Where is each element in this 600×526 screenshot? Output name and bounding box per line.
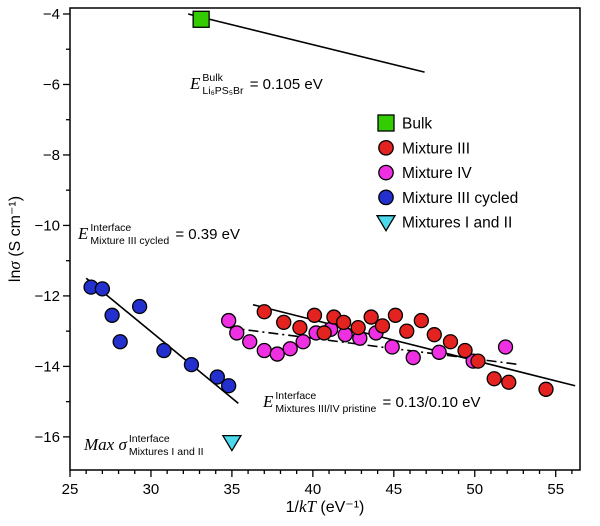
max-sigma-mixtures-i-ii: Max σ Interface Mixtures I and II xyxy=(84,433,206,459)
legend-label-mixture-iii-cycled: Mixture III cycled xyxy=(402,190,518,207)
annotation-superscript: Interface xyxy=(90,222,132,234)
data-point-mixture-iii xyxy=(387,307,404,323)
annotation-subscript: Li₆PS₅Br xyxy=(202,85,244,98)
cycled-activation-energy: E Interface Mixture III cycled = 0.39 eV xyxy=(78,222,240,248)
legend-label-mixture-iii: Mixture III xyxy=(402,140,470,157)
fit-line-mixture-iii xyxy=(252,303,576,387)
data-point-mixture-iii xyxy=(486,371,502,387)
annotation-subscript: Mixture III cycled xyxy=(90,235,170,248)
y-axis-title: lnσ (S cm⁻¹) xyxy=(5,196,24,282)
data-point-mixture-iii xyxy=(501,374,517,390)
data-point-mixture-iii xyxy=(442,334,459,350)
legend-label-bulk: Bulk xyxy=(402,116,432,133)
data-point-mixture-iii-cycled xyxy=(94,281,111,297)
data-point-mixture-iii xyxy=(426,327,442,343)
data-point-mixture-iv xyxy=(384,339,400,355)
data-point-mixture-iv xyxy=(269,346,285,362)
x-tick-label: 25 xyxy=(62,481,79,498)
x-axis-title: 1/kT (eV⁻¹) xyxy=(286,497,365,516)
data-point-mixture-iii xyxy=(363,309,379,325)
annotation-symbol: E xyxy=(263,392,274,412)
annotation-subscript: Mixtures III/IV pristine xyxy=(275,403,377,416)
x-tick-label: 35 xyxy=(224,481,241,498)
mixture-iii-cycled-legend-marker-icon xyxy=(378,189,394,206)
x-tick-label: 45 xyxy=(385,481,402,498)
x-tick-label: 40 xyxy=(305,481,322,498)
mixture-iii-legend-marker-icon xyxy=(378,139,394,156)
data-point-mixture-iv xyxy=(405,349,421,366)
fit-line-bulk xyxy=(187,13,425,73)
data-point-mixture-iv xyxy=(221,312,237,329)
bulk-legend-marker-icon xyxy=(377,114,395,132)
data-point-mixture-iv xyxy=(497,339,514,355)
data-point-mixture-iii xyxy=(399,323,415,339)
data-point-mixture-iii xyxy=(292,319,308,336)
plot-frame xyxy=(69,7,581,471)
data-point-mixture-iv xyxy=(229,325,245,341)
data-point-mixture-iv xyxy=(295,334,311,350)
annotation-supsub: Interface Mixtures III/IV pristine xyxy=(275,390,376,416)
data-point-mixture-iv xyxy=(242,334,258,350)
data-point-mixture-iii-cycled xyxy=(183,356,200,373)
mixtures-i-and-ii-legend-marker-icon xyxy=(375,215,397,232)
y-tick-label: −14 xyxy=(35,358,60,375)
data-point-mixture-iii xyxy=(306,307,323,323)
annotation-symbol: Max σ xyxy=(84,435,127,455)
annotation-superscript: Interface xyxy=(128,433,170,445)
annotation-value: = 0.105 eV xyxy=(245,76,323,94)
annotation-supsub: Interface Mixtures I and II xyxy=(129,433,204,459)
annotation-value: = 0.39 eV xyxy=(171,226,240,244)
data-point-mixture-iii xyxy=(457,342,473,359)
data-point-mixture-iii xyxy=(316,325,332,341)
data-point-bulk xyxy=(192,10,210,28)
annotation-supsub: Interface Mixture III cycled xyxy=(90,222,169,248)
y-tick-label: −6 xyxy=(43,76,60,93)
data-point-mixture-iii xyxy=(335,314,352,330)
data-point-mixture-iii-cycled xyxy=(112,334,128,350)
data-point-mixture-iv xyxy=(282,341,298,357)
data-point-mixture-iii xyxy=(538,381,554,397)
y-tick-label: −16 xyxy=(35,429,60,446)
pristine-activation-energy: E Interface Mixtures III/IV pristine = 0.1… xyxy=(263,390,481,416)
annotation-value: = 0.13/0.10 eV xyxy=(378,394,481,412)
data-point-mixture-iii xyxy=(350,319,366,336)
annotation-symbol: E xyxy=(190,74,201,94)
annotation-subscript: Mixtures I and II xyxy=(128,446,204,459)
y-tick-label: −12 xyxy=(35,288,60,305)
data-point-mixture-iii-cycled xyxy=(131,298,148,315)
data-point-mixture-iii-cycled xyxy=(104,307,120,323)
x-tick-label: 50 xyxy=(466,481,483,498)
data-point-mixture-iii xyxy=(413,312,429,329)
annotation-symbol: E xyxy=(78,224,89,244)
data-point-mixture-iv xyxy=(431,344,447,360)
data-point-mixture-iii xyxy=(470,353,486,369)
annotation-supsub: Bulk Li₆PS₅Br xyxy=(202,72,243,98)
y-tick-label: −4 xyxy=(43,6,60,23)
legend-label-mixture-iv: Mixture IV xyxy=(402,165,472,182)
fit-line-mixture-iii-cycled xyxy=(85,277,239,405)
data-point-mixture-iii xyxy=(374,318,391,334)
y-tick-label: −8 xyxy=(43,147,60,164)
data-point-mixture-iv xyxy=(256,342,272,359)
data-point-mixture-iii-cycled xyxy=(221,378,237,394)
data-point-mixture-iii xyxy=(256,304,272,320)
mixture-iv-legend-marker-icon xyxy=(378,164,394,181)
annotation-superscript: Interface xyxy=(275,390,317,402)
x-tick-label: 55 xyxy=(547,481,564,498)
data-point-mixture-iii xyxy=(276,314,292,330)
data-point-mixture-iii-cycled xyxy=(156,342,172,359)
bulk-activation-energy: E Bulk Li₆PS₅Br = 0.105 eV xyxy=(190,72,323,98)
data-point-mixtures-i-and-ii xyxy=(221,435,243,452)
legend-label-mixtures-i-and-ii: Mixtures I and II xyxy=(402,215,512,232)
y-tick-label: −10 xyxy=(35,217,60,234)
annotation-superscript: Bulk xyxy=(202,72,223,84)
x-tick-label: 30 xyxy=(143,481,160,498)
data-point-mixture-iii-cycled xyxy=(209,369,225,385)
